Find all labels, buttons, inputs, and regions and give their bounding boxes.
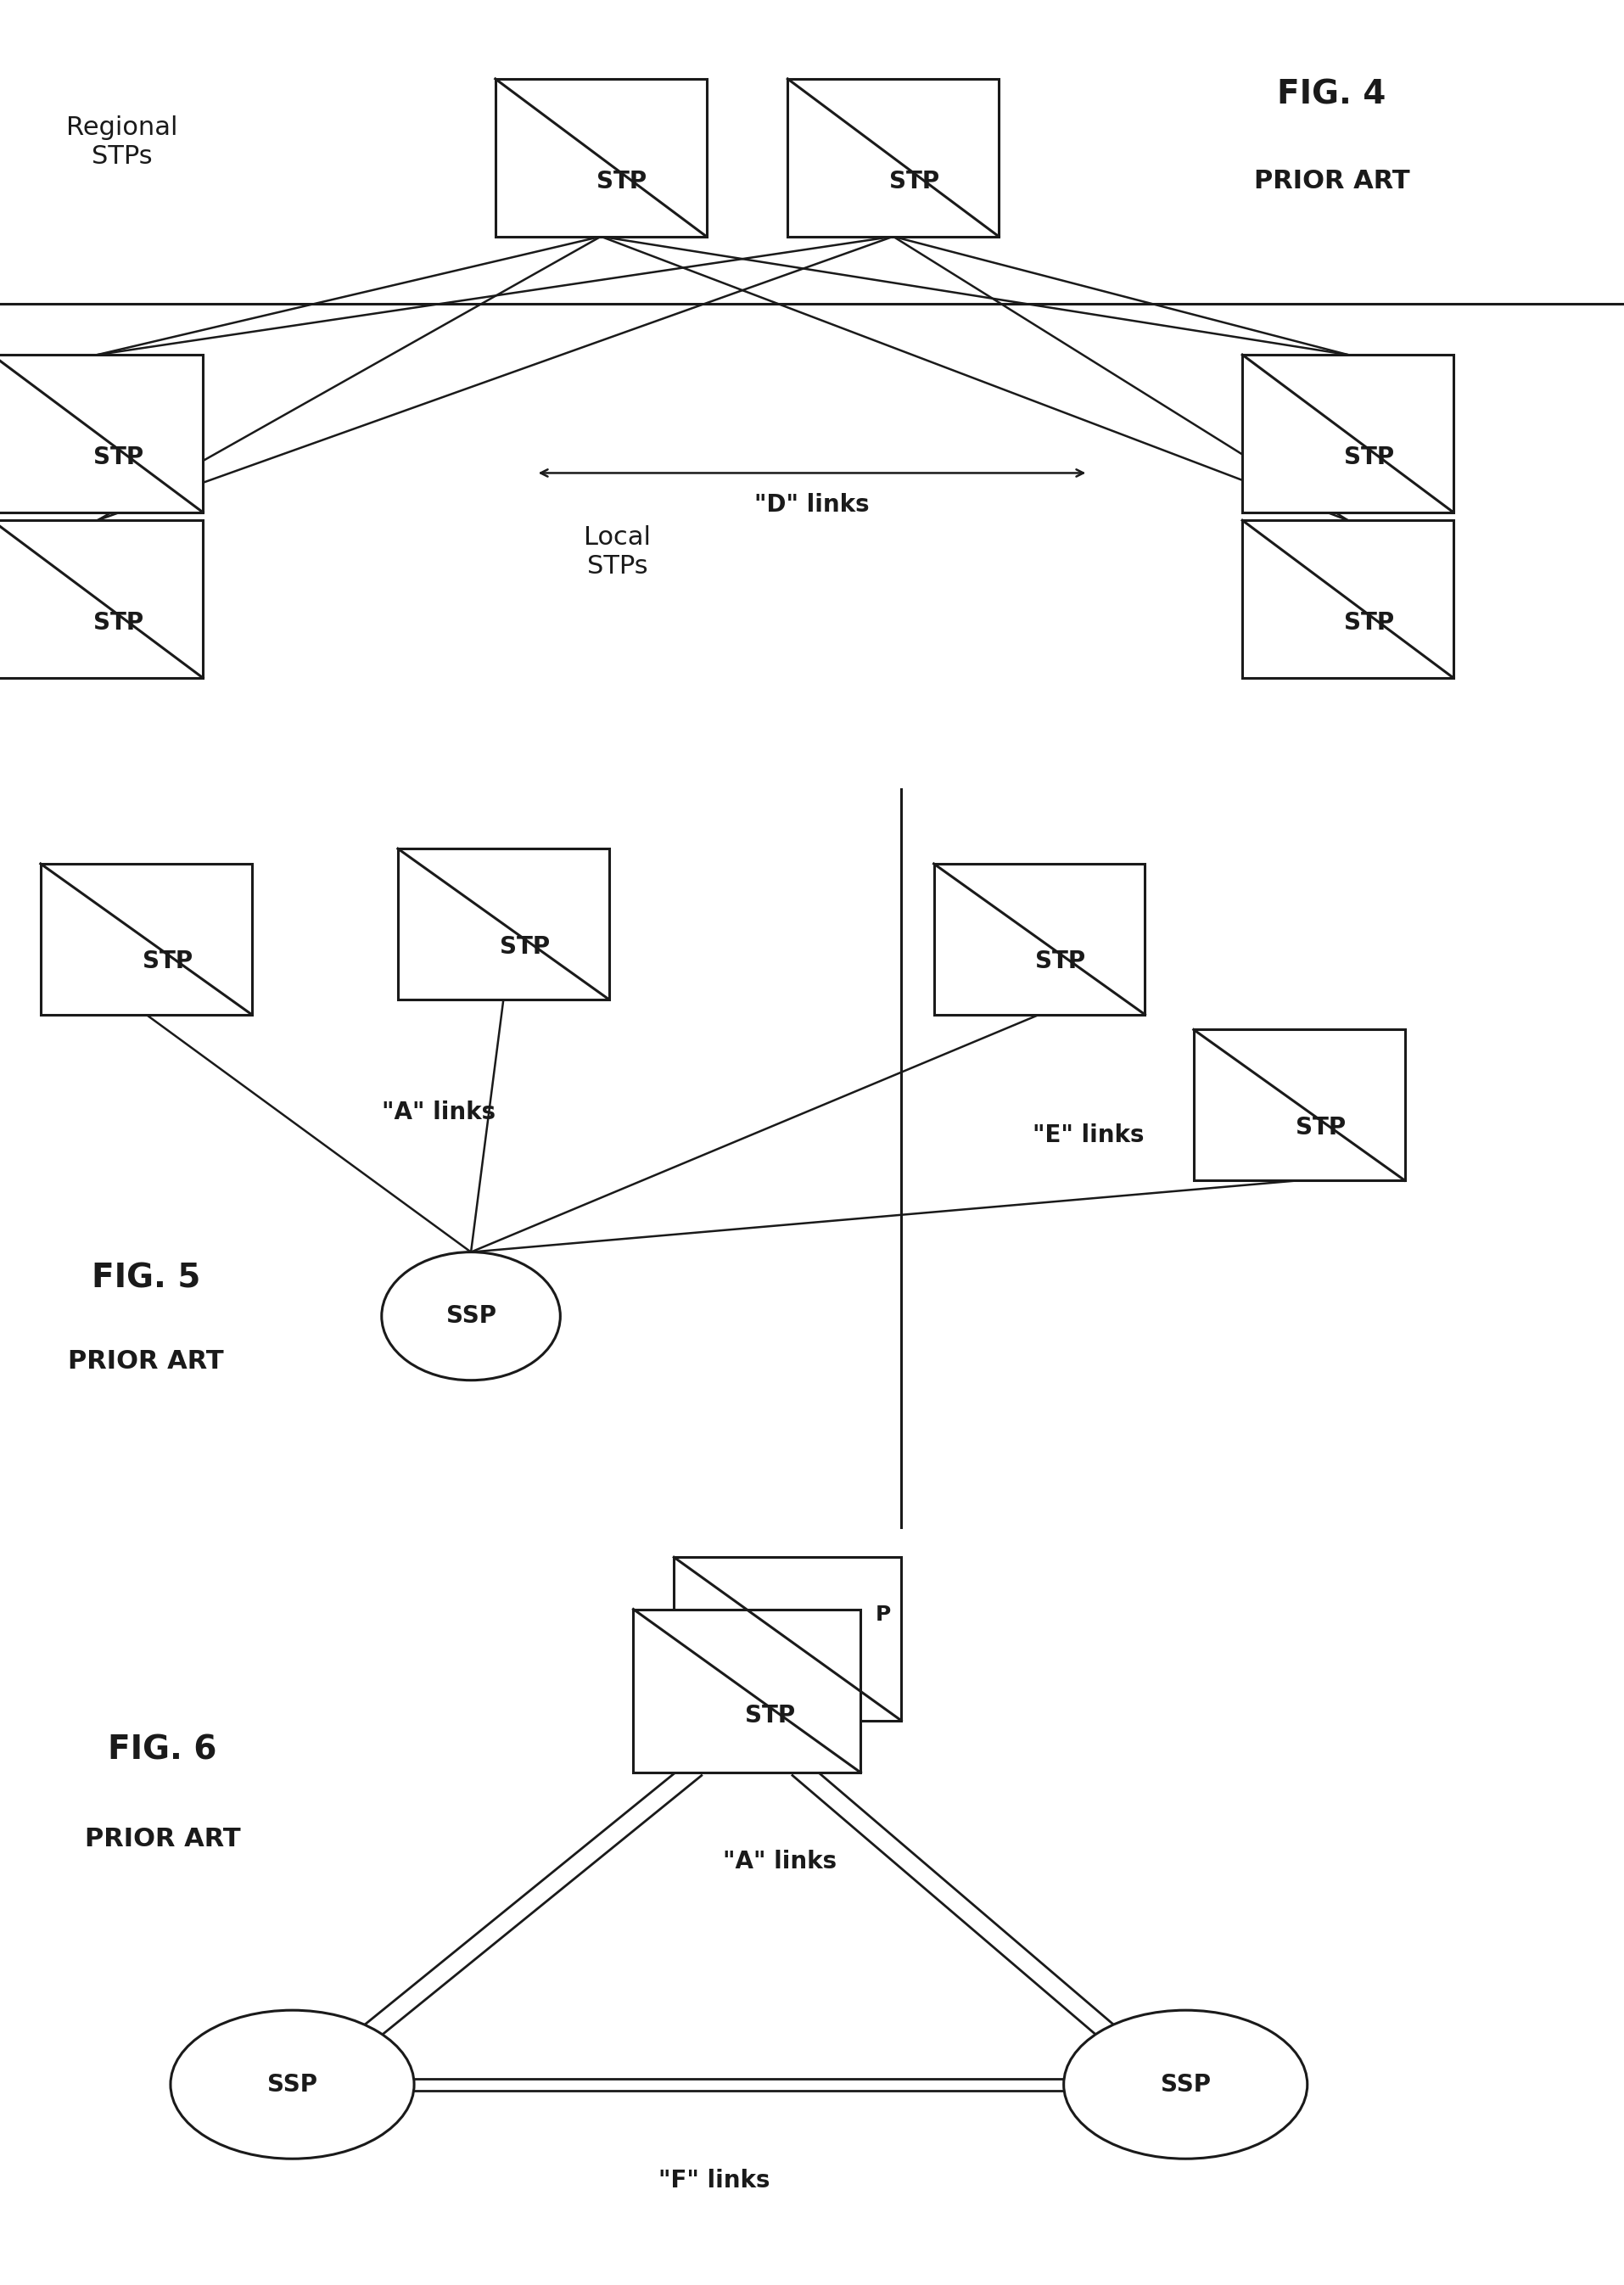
Text: STP: STP (143, 951, 192, 973)
Text: STP: STP (1296, 1115, 1345, 1140)
Text: FIG. 4: FIG. 4 (1276, 78, 1387, 110)
FancyBboxPatch shape (1194, 1031, 1405, 1181)
Text: STP: STP (745, 1705, 794, 1727)
FancyBboxPatch shape (1242, 521, 1453, 679)
FancyBboxPatch shape (495, 78, 706, 238)
Text: STP: STP (94, 446, 143, 468)
Text: STP: STP (1036, 951, 1085, 973)
FancyBboxPatch shape (398, 848, 609, 999)
Text: "F" links: "F" links (659, 2168, 770, 2194)
Text: STP: STP (890, 169, 939, 194)
Text: STP: STP (1345, 610, 1393, 635)
Text: "E" links: "E" links (1033, 1124, 1143, 1147)
Ellipse shape (1064, 2011, 1307, 2159)
Text: STP: STP (598, 169, 646, 194)
Text: "D" links: "D" links (755, 494, 869, 516)
Text: "A" links: "A" links (382, 1101, 495, 1124)
FancyBboxPatch shape (788, 78, 999, 238)
Text: FIG. 6: FIG. 6 (107, 1734, 218, 1766)
FancyBboxPatch shape (0, 521, 203, 679)
Text: STP: STP (94, 610, 143, 635)
Text: Regional
STPs: Regional STPs (67, 114, 177, 169)
Text: PRIOR ART: PRIOR ART (1254, 169, 1410, 194)
Text: P: P (875, 1604, 892, 1625)
Text: PRIOR ART: PRIOR ART (84, 1828, 240, 1851)
Ellipse shape (171, 2011, 414, 2159)
FancyBboxPatch shape (674, 1558, 901, 1721)
Text: Local
STPs: Local STPs (583, 526, 651, 578)
Text: SSP: SSP (1161, 2072, 1210, 2095)
Text: FIG. 5: FIG. 5 (91, 1261, 201, 1296)
Text: SSP: SSP (268, 2072, 317, 2095)
FancyBboxPatch shape (0, 354, 203, 512)
Text: SSP: SSP (447, 1305, 495, 1328)
Text: PRIOR ART: PRIOR ART (68, 1348, 224, 1373)
FancyBboxPatch shape (934, 864, 1145, 1015)
Text: STP: STP (500, 935, 549, 957)
Text: "A" links: "A" links (723, 1851, 836, 1874)
FancyBboxPatch shape (41, 864, 252, 1015)
FancyBboxPatch shape (633, 1609, 861, 1773)
Ellipse shape (382, 1252, 560, 1380)
FancyBboxPatch shape (1242, 354, 1453, 512)
Text: STP: STP (1345, 446, 1393, 468)
